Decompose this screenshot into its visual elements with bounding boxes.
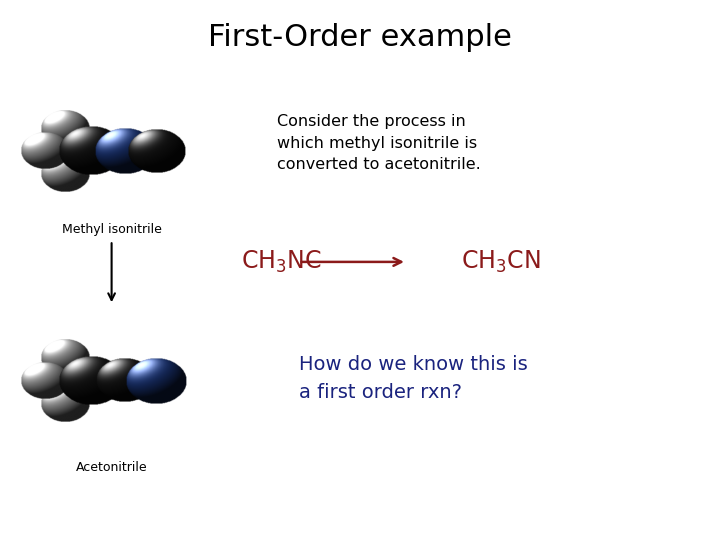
Text: Methyl isonitrile: Methyl isonitrile xyxy=(62,223,161,236)
Text: $\mathrm{CH_3NC}$: $\mathrm{CH_3NC}$ xyxy=(241,249,322,275)
Text: How do we know this is
a first order rxn?: How do we know this is a first order rxn… xyxy=(299,354,528,402)
Text: Acetonitrile: Acetonitrile xyxy=(76,461,148,474)
Text: $\mathrm{CH_3CN}$: $\mathrm{CH_3CN}$ xyxy=(461,249,541,275)
Text: Consider the process in
which methyl isonitrile is
converted to acetonitrile.: Consider the process in which methyl iso… xyxy=(277,114,481,172)
Text: First-Order example: First-Order example xyxy=(208,23,512,52)
